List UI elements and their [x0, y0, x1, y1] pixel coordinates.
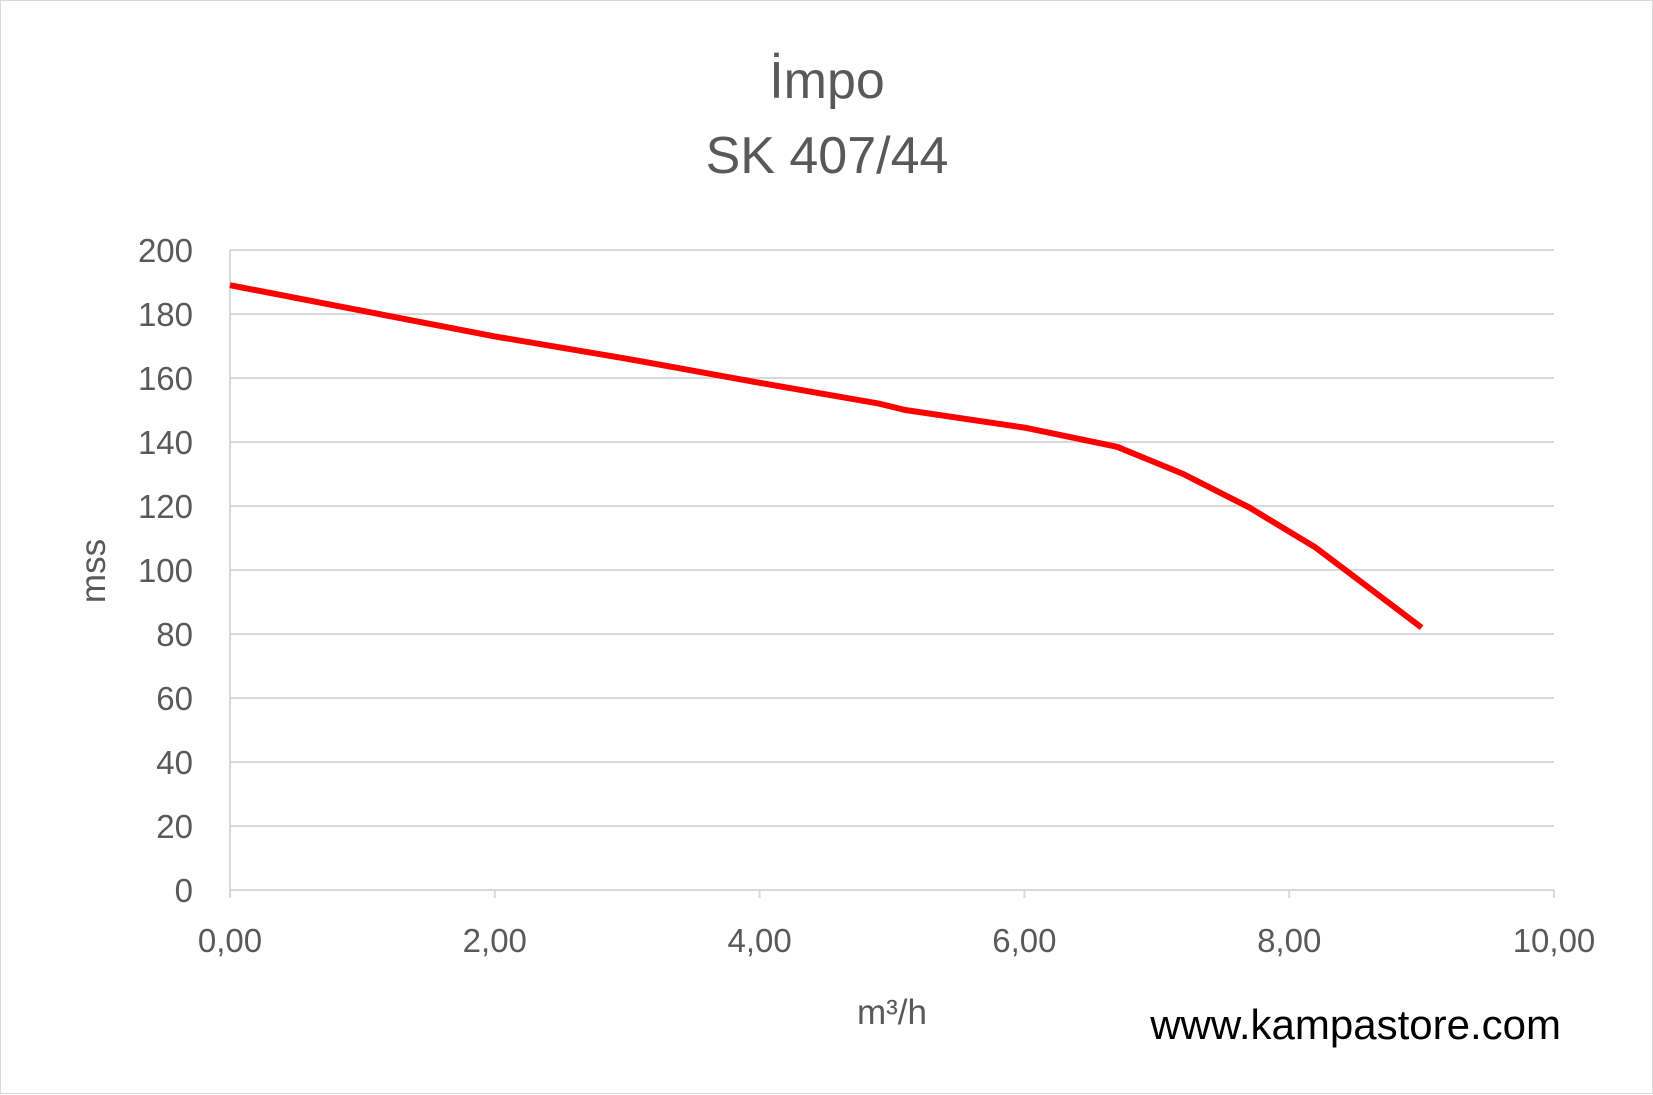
- y-tick-label: 160: [138, 360, 193, 397]
- x-tick-label: 8,00: [1257, 922, 1321, 959]
- x-tick-label: 6,00: [992, 922, 1056, 959]
- watermark-url: www.kampastore.com: [1149, 1001, 1561, 1048]
- y-tick-label: 200: [138, 232, 193, 269]
- y-axis-label: mss: [74, 539, 113, 603]
- x-tick-label: 10,00: [1513, 922, 1596, 959]
- x-axis-label: m³/h: [857, 993, 927, 1032]
- y-tick-label: 100: [138, 552, 193, 589]
- x-tick-label: 4,00: [727, 922, 791, 959]
- series-layer: [229, 282, 1424, 630]
- chart-title: İmpo: [769, 52, 885, 110]
- y-tick-labels: 0 20 40 60 80 100 120 140 160 180 200: [138, 232, 193, 909]
- y-tick-label: 60: [156, 680, 193, 717]
- y-tick-label: 20: [156, 808, 193, 845]
- chart-subtitle: SK 407/44: [706, 127, 949, 185]
- y-tick-label: 80: [156, 616, 193, 653]
- x-tick-label: 2,00: [463, 922, 527, 959]
- y-tick-label: 40: [156, 744, 193, 781]
- x-tick-label: 0,00: [198, 922, 262, 959]
- grid-lines: [229, 249, 1555, 898]
- y-tick-label: 180: [138, 296, 193, 333]
- pump-curve-line: [229, 282, 1424, 630]
- y-tick-label: 120: [138, 488, 193, 525]
- x-tick-labels: 0,00 2,00 4,00 6,00 8,00 10,00: [198, 922, 1595, 959]
- y-tick-label: 0: [175, 872, 193, 909]
- y-tick-label: 140: [138, 424, 193, 461]
